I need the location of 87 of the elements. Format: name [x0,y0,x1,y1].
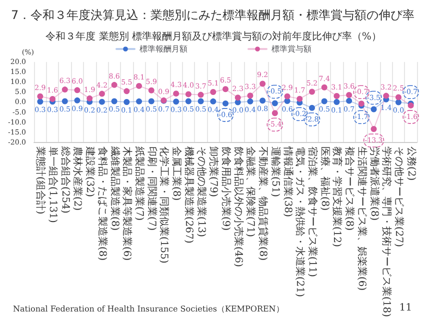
point [383,92,390,99]
x-tick-label: 業態計(組合計) [34,146,47,214]
point [222,86,228,92]
point [148,98,154,104]
x-tick-label: 医療、福祉(8) [318,146,331,211]
point [346,98,352,104]
point [247,92,254,99]
point [98,98,105,105]
point [296,96,303,102]
x-tick-label: 宿泊業、飲食サービス業(11) [306,146,318,278]
x-tick-label: 情報通信業(38) [282,145,294,218]
point [62,98,68,104]
point [50,96,56,102]
x-tick-label: 卸売業(79) [208,146,220,198]
point [346,92,352,98]
point [37,98,44,105]
point [37,93,44,100]
chart-title: 7．令和３年度決算見込：業態別にみた標準報酬月額・標準賞与額の伸び率 [11,8,415,22]
point [74,87,80,94]
x-tick-label: 単一組合(1,131) [47,146,60,223]
x-tick-label: その他の製造業(13) [195,146,208,238]
legend-label: 標準報酬月額 [140,44,188,54]
point [272,110,278,116]
point [284,93,290,100]
point [136,98,142,104]
point [74,97,80,104]
point [260,80,266,87]
point [260,98,266,104]
legend-label: 標準賞与額 [272,44,312,54]
x-tick-label: 学術研究、専門・技術サービス業(18) [380,146,393,318]
x-tick-label: 飲食用品小売業(9) [220,146,232,231]
point [395,94,402,100]
point [395,99,402,106]
x-tick-label: 飲食料品以外の小売業(46) [232,146,244,268]
point [98,90,105,97]
x-tick-label: 建設業(32) [84,145,96,198]
point [222,100,228,106]
point [334,93,340,99]
x-tick-label: 公務(2) [405,146,418,181]
point [173,98,180,105]
point [234,94,241,101]
x-tick-label: 電気・ガス・熱供給・水道業(21) [294,146,306,298]
point [173,90,180,97]
point [272,100,278,106]
x-tick-label: 食料品・たばこ製造業(8) [96,146,108,261]
x-tick-label: 運輸業(51) [269,146,282,198]
text: 11 [399,302,412,314]
x-tick-label: 木製品・家具等製造業(6) [121,146,134,261]
x-tick-label: 複合サービス業(8) [344,146,356,231]
x-tick-label: 化学工業・同類似業(155) [158,146,170,264]
point [308,88,315,95]
point [62,86,68,93]
point [198,92,204,98]
point [210,88,216,95]
x-tick-label: 不動産業、物品賃貸業(8) [257,146,270,261]
point [185,91,192,98]
point [185,98,192,104]
point [370,106,377,112]
point [334,99,340,106]
point [198,98,204,104]
x-tick-label: 金融業、保険業(71) [244,146,257,238]
point [308,104,315,111]
x-tick-label: 紙製品製造業(7) [134,146,146,221]
point [111,98,118,104]
point [124,88,130,94]
point [210,98,216,104]
point [124,99,130,106]
chart-subtitle: 令和３年度 業態別 標準報酬月額及び標準賞与額の対前年度比伸び率（%） [46,30,382,42]
point [370,126,377,132]
point [321,84,328,90]
x-tick-label: 金属工業(8) [170,146,183,201]
x-tick-label: 印刷・同関連業(7) [146,146,158,231]
point [111,82,118,88]
x-tick-label: 教育・学習支援業(12) [331,146,344,248]
x-tick-label: その他サービス業(27) [392,146,405,248]
x-tick-label: 生活関連サービス業、娯楽業(6) [356,146,368,291]
point [86,95,93,102]
point [247,98,254,104]
x-tick-label: 繊維製品製造業(8) [108,145,121,231]
point [136,82,142,89]
point [321,98,328,104]
text: National Federation of Health Insurance Societies（KEMPOREN） [13,304,284,314]
x-tick-label: 農林水産業(2) [72,146,84,211]
x-tick-label: 機械器具製造業(267) [182,146,195,244]
point [148,87,154,94]
x-tick-label: 総合組合(254) [59,145,72,214]
x-tick-label: 労働者派遣業(8) [368,146,380,221]
